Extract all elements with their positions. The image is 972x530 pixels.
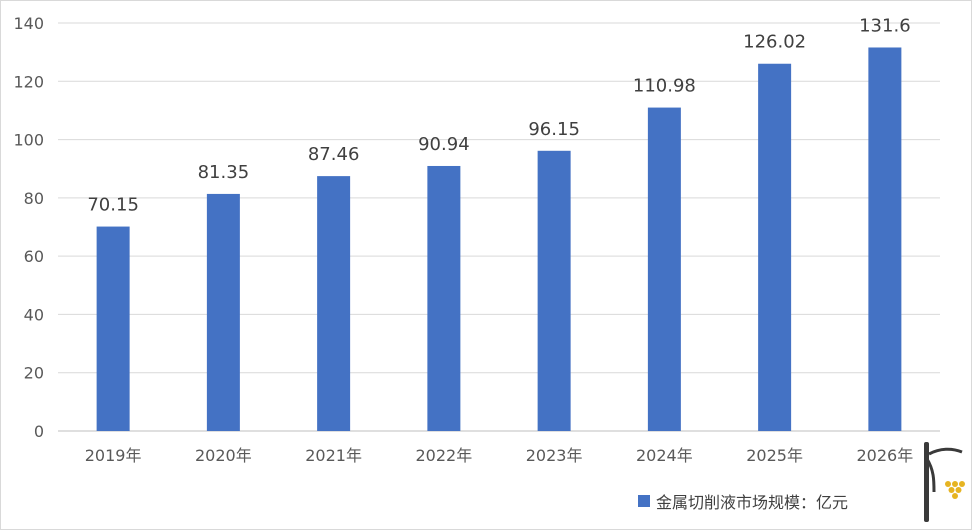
y-tick-label: 100 [13,131,44,150]
y-tick-label: 40 [24,305,44,324]
y-tick-label: 80 [24,189,44,208]
bar [647,107,681,431]
x-tick-label: 2024年 [636,446,693,465]
y-tick-label: 0 [34,422,44,441]
bar [206,193,240,431]
data-label: 126.02 [743,32,806,53]
bar [317,176,351,431]
x-tick-label: 2022年 [416,446,473,465]
data-label: 96.15 [528,119,580,140]
data-labels: 70.15 81.35 87.46 90.94 96.15 110.98 126.02 131… [87,15,910,215]
data-label: 70.15 [87,195,139,216]
bar [96,226,130,431]
x-tick-label: 2023年 [526,446,583,465]
y-tick-label: 60 [24,247,44,266]
x-tick-label: 2026年 [857,446,914,465]
y-tick-label: 120 [13,72,44,91]
data-label: 87.46 [308,144,360,165]
legend-label: 金属切削液市场规模：亿元 [656,493,849,512]
bars [96,47,902,432]
y-tick-label: 140 [13,14,44,33]
data-label: 90.94 [418,134,470,155]
data-label: 81.35 [198,162,250,183]
x-tick-label: 2019年 [85,446,142,465]
legend: 金属切削液市场规模：亿元 [638,490,848,512]
data-label: 110.98 [633,76,696,97]
data-label: 131.6 [859,15,911,36]
x-axis-tick-labels: 2019年 2020年 2021年 2022年 2023年 2024年 2025年 2026年 [85,446,913,465]
bar [868,47,902,431]
x-tick-label: 2020年 [195,446,252,465]
x-tick-label: 2021年 [305,446,362,465]
y-tick-label: 20 [24,364,44,383]
bar [427,165,461,431]
gridlines [58,22,940,432]
bar [537,150,571,431]
y-axis-tick-labels: 0 20 40 60 80 100 120 140 [13,14,44,441]
bar [758,63,792,432]
x-tick-label: 2025年 [746,446,803,465]
legend-swatch [638,495,650,507]
wine-glass-grapes-logo [924,442,965,522]
